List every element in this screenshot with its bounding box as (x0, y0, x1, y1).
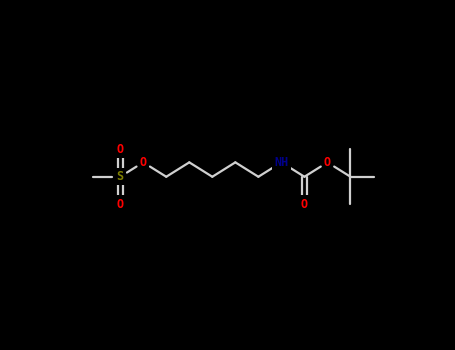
Text: O: O (301, 198, 308, 211)
Text: NH: NH (274, 156, 288, 169)
Text: O: O (140, 156, 147, 169)
Text: O: O (116, 198, 124, 211)
Text: S: S (116, 170, 124, 183)
Text: O: O (116, 143, 124, 156)
Text: O: O (324, 156, 331, 169)
